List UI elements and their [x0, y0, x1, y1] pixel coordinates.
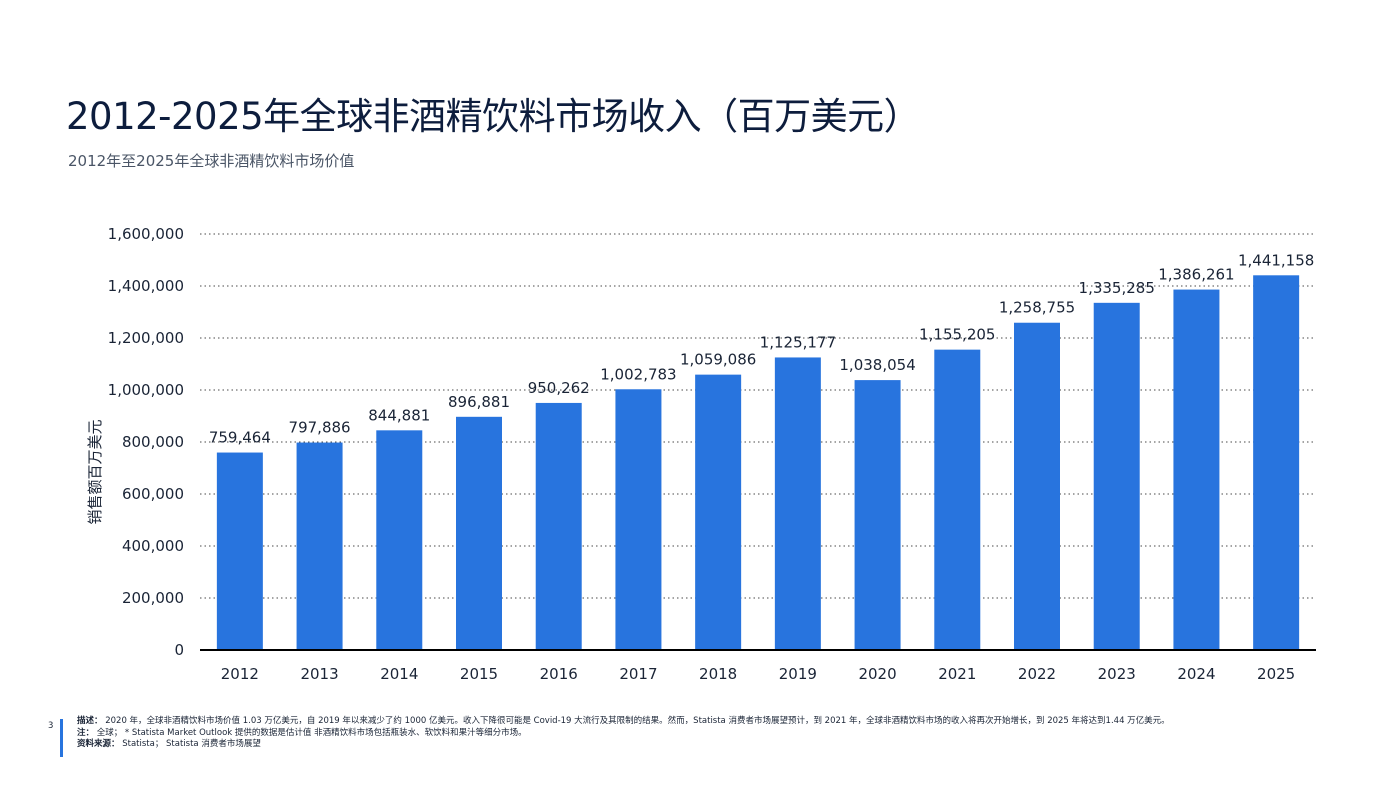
- bar-value-label: 1,258,755: [999, 299, 1075, 317]
- bar-value-label: 1,441,158: [1238, 251, 1314, 269]
- bar-value-label: 1,059,086: [680, 351, 756, 369]
- bar: [456, 416, 502, 650]
- bar: [535, 402, 582, 650]
- bar: [376, 430, 423, 650]
- bar: [934, 349, 981, 650]
- bar-value-label: 759,464: [209, 429, 271, 447]
- source-text: Statista； Statista 消费者市场展望: [122, 739, 261, 749]
- bar-value-label: 1,002,783: [600, 365, 676, 383]
- description-label: 描述：: [77, 716, 103, 726]
- x-tick-label: 2020: [858, 665, 896, 683]
- footer-description: 描述： 2020 年，全球非酒精饮料市场价值 1.03 万亿美元，自 2019 …: [60, 716, 1180, 728]
- x-tick-label: 2014: [380, 665, 418, 683]
- y-tick-label: 1,400,000: [108, 277, 184, 295]
- bar-value-label: 950,262: [528, 379, 590, 397]
- x-tick-label: 2017: [619, 665, 657, 683]
- page-number: 3: [48, 721, 54, 731]
- x-tick-label: 2013: [300, 665, 338, 683]
- x-tick-label: 2025: [1257, 665, 1295, 683]
- bar-chart: 759,464 797,886 844,881 896,881 950,262 1,002…: [86, 225, 1316, 683]
- y-tick-label: 400,000: [122, 537, 184, 555]
- bar-value-label: 1,125,177: [760, 333, 836, 351]
- y-tick-label: 1,200,000: [108, 329, 184, 347]
- bar-value-label: 797,886: [289, 419, 351, 437]
- bar-value-label: 1,038,054: [839, 356, 915, 374]
- footer-accent-bar: [60, 719, 63, 757]
- bar: [216, 452, 263, 650]
- bar: [1253, 275, 1300, 650]
- footer-note: 注： 全球； * Statista Market Outlook 提供的数据是估…: [60, 728, 1180, 740]
- bar: [1014, 322, 1060, 650]
- source-label: 资料来源：: [77, 739, 120, 749]
- bar: [774, 357, 821, 650]
- footer-notes: 描述： 2020 年，全球非酒精饮料市场价值 1.03 万亿美元，自 2019 …: [60, 716, 1180, 757]
- y-tick-label: 1,600,000: [108, 225, 184, 243]
- note-text: 全球； * Statista Market Outlook 提供的数据是估计值 …: [96, 727, 527, 738]
- y-tick-label: 0: [174, 641, 184, 659]
- bar-value-label: 896,881: [448, 393, 510, 411]
- y-tick-label: 1,000,000: [108, 381, 184, 399]
- bar-value-label: 844,881: [368, 406, 430, 424]
- x-tick-label: 2015: [460, 665, 498, 683]
- footer-source: 资料来源： Statista； Statista 消费者市场展望: [60, 739, 1180, 751]
- bar: [1093, 302, 1140, 650]
- value-labels: 759,464 797,886 844,881 896,881 950,262 1,002…: [209, 251, 1314, 446]
- bar: [615, 389, 662, 650]
- y-tick-label: 200,000: [122, 589, 184, 607]
- chart-subtitle: 2012年至2025年全球非酒精饮料市场价值: [68, 152, 355, 170]
- y-tick-label: 800,000: [122, 433, 184, 451]
- x-tick-label: 2024: [1177, 665, 1215, 683]
- note-label: 注：: [77, 727, 95, 738]
- bar-value-label: 1,386,261: [1158, 266, 1234, 284]
- x-tick-label: 2023: [1098, 665, 1136, 683]
- description-text: 2020 年，全球非酒精饮料市场价值 1.03 万亿美元，自 2019 年以来减…: [105, 716, 1170, 726]
- bars: [216, 275, 1300, 650]
- x-tick-label: 2021: [938, 665, 976, 683]
- x-tick-label: 2019: [779, 665, 817, 683]
- x-tick-label: 2012: [221, 665, 259, 683]
- bar: [296, 442, 343, 650]
- bar-value-label: 1,155,205: [919, 326, 995, 344]
- bar: [695, 374, 742, 650]
- x-tick-label: 2016: [540, 665, 578, 683]
- y-axis-ticks: 0 200,000 400,000 600,000 800,000 1,000,000 1,…: [108, 225, 184, 659]
- chart-title: 2012-2025年全球非酒精饮料市场收入（百万美元）: [66, 95, 921, 138]
- x-axis-ticks: 2012 2013 2014 2015 2016 2017 2018 2019 2020 2021…: [221, 665, 1295, 683]
- x-tick-label: 2018: [699, 665, 737, 683]
- y-axis-label: 销售额百万美元: [86, 419, 104, 524]
- y-tick-label: 600,000: [122, 485, 184, 503]
- x-tick-label: 2022: [1018, 665, 1056, 683]
- bar: [854, 380, 901, 650]
- bar: [1173, 289, 1220, 650]
- bar-value-label: 1,335,285: [1079, 279, 1155, 297]
